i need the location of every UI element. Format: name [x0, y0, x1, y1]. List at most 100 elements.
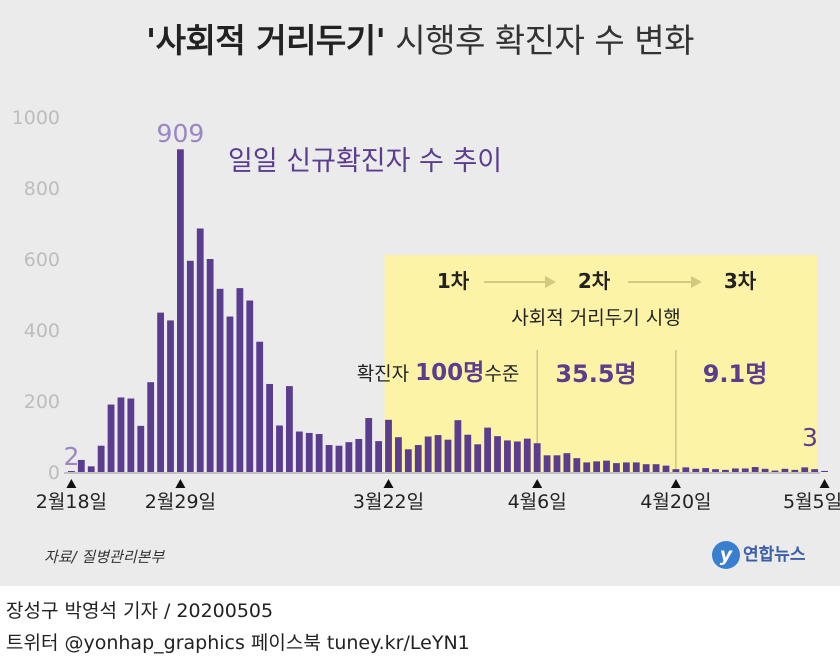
phase-label-1: 1차 [437, 269, 470, 293]
footer [0, 586, 840, 658]
phase-arrowhead-2 [691, 276, 702, 288]
bar [722, 469, 729, 472]
bar [573, 458, 581, 472]
bar [731, 468, 739, 472]
bar [117, 397, 125, 472]
bar [177, 149, 184, 472]
last-value-label: 3 [802, 423, 818, 452]
bar [236, 288, 244, 472]
bar [761, 468, 769, 472]
x-tick-marker [66, 479, 77, 488]
bar [811, 469, 819, 472]
x-tick-marker [383, 479, 394, 488]
bar [206, 259, 214, 472]
bar [662, 465, 670, 472]
bar [533, 443, 541, 472]
bar [295, 431, 303, 472]
bar [593, 461, 601, 472]
bar [226, 316, 234, 472]
bar [444, 439, 452, 472]
yonhap-logo: y 연합뉴스 [712, 540, 806, 569]
bar [147, 382, 155, 472]
bar [216, 288, 224, 472]
phase3-average: 9.1명 [703, 360, 768, 388]
bar [791, 469, 799, 472]
bar [672, 469, 680, 472]
bar [454, 420, 462, 472]
bar [375, 441, 383, 472]
bar [474, 444, 482, 472]
peak-value-label: 909 [157, 119, 205, 148]
phase-caption: 사회적 거리두기 시행 [511, 307, 680, 329]
bar [305, 432, 313, 472]
x-tick-marker [819, 479, 830, 488]
bar [613, 463, 620, 472]
bar [286, 386, 293, 472]
bar [87, 466, 95, 472]
bar [137, 425, 145, 472]
bar [553, 455, 561, 472]
phase-label-2: 2차 [578, 269, 611, 293]
footer-social: 트위터 @yonhap_graphics 페이스북 tuney.kr/LeYN1 [6, 632, 470, 654]
bar [97, 445, 105, 472]
bar [246, 300, 254, 472]
bar [385, 419, 392, 472]
first-value-label: 2 [63, 442, 79, 471]
x-tick-label: 2월29일 [145, 491, 216, 513]
x-tick-label: 4월6일 [508, 491, 567, 513]
x-tick-label: 2월18일 [36, 491, 107, 513]
page-title: '사회적 거리두기' 시행후 확진자 수 변화 [0, 14, 840, 62]
bar [186, 260, 194, 472]
phase-label-3: 3차 [724, 269, 757, 293]
bar [682, 467, 690, 472]
bar [335, 445, 343, 472]
bar [543, 455, 551, 472]
bar [414, 445, 422, 472]
bar [355, 438, 363, 472]
x-tick-marker [532, 479, 543, 488]
bar [801, 467, 809, 472]
phase1-suffix: 수준 [484, 363, 519, 385]
phase1-prefix: 확진자 [357, 363, 415, 385]
bar [404, 449, 412, 472]
bar [325, 445, 333, 472]
bar [642, 464, 650, 472]
bar [276, 425, 283, 472]
bar [583, 462, 591, 472]
y-tick-label: 200 [24, 391, 60, 413]
bar [256, 341, 264, 472]
bar [702, 468, 710, 472]
bar [464, 434, 472, 472]
y-tick-label: 0 [48, 462, 60, 484]
x-tick-label: 3월22일 [353, 491, 424, 513]
bar [781, 468, 789, 472]
bar [365, 418, 373, 472]
bar [157, 312, 164, 472]
y-tick-label: 600 [24, 249, 60, 271]
bar [741, 468, 749, 472]
bar-chart: 0 200 400 600 800 1000 2월18일 2월29일 3월22일 4월6일 4월20… [12, 107, 840, 513]
phase1-average: 확진자 100명수준 [357, 360, 520, 386]
bar [107, 404, 115, 472]
bar [771, 470, 779, 472]
title-rest: 시행후 확진자 수 변화 [385, 21, 694, 60]
x-tick-label: 5월5일 [783, 491, 840, 513]
bar [632, 462, 640, 472]
x-tick-label: 4월20일 [640, 491, 711, 513]
x-tick-marker [670, 479, 681, 488]
bar [751, 467, 759, 472]
bar [345, 442, 353, 472]
phase1-value: 100명 [415, 360, 484, 386]
logo-mark: y [712, 541, 740, 569]
bar [127, 398, 135, 472]
x-tick-marker [175, 479, 186, 488]
bar [504, 440, 511, 472]
phase2-average: 35.5명 [555, 360, 636, 388]
footer-credit: 장성구 박영석 기자 / 20200505 [6, 600, 274, 622]
bar [513, 441, 521, 472]
bar [424, 436, 432, 472]
phase-arrowhead-1 [545, 276, 556, 288]
source-note: 자료/ 질병관리본부 [44, 548, 165, 566]
bar [821, 470, 828, 472]
y-tick-label: 1000 [12, 107, 60, 129]
